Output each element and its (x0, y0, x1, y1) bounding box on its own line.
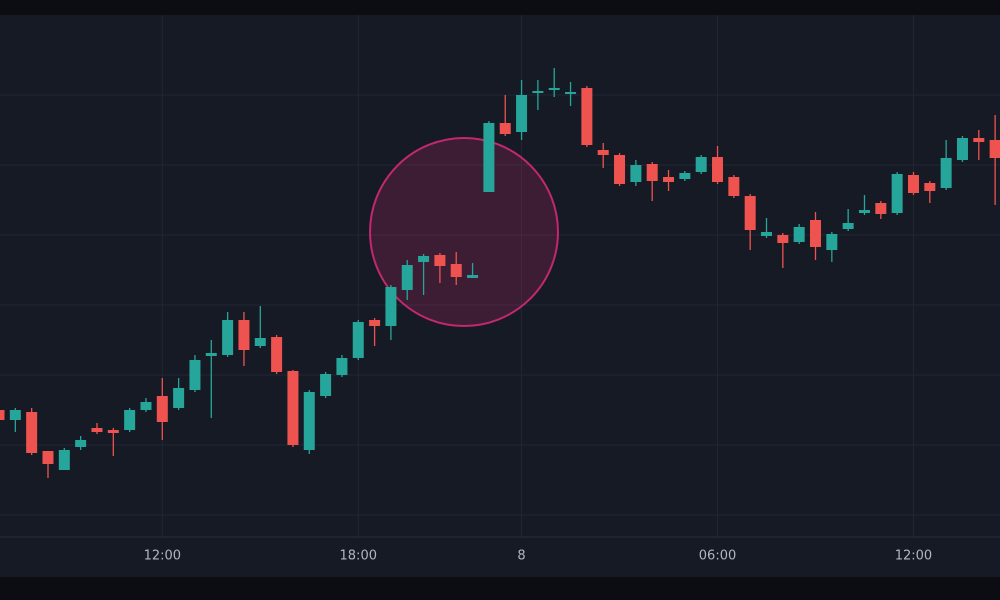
candle-body (9, 410, 21, 420)
highlight-circle (369, 137, 559, 327)
candle-body (646, 164, 658, 181)
candle-body (744, 196, 756, 230)
candle-body (777, 235, 789, 243)
candle-body (924, 183, 936, 191)
candle-body (303, 392, 315, 450)
candle-body (499, 123, 511, 134)
time-axis (0, 537, 1000, 577)
candle-body (793, 227, 805, 242)
candle-body (156, 396, 168, 422)
candle-body (58, 450, 70, 470)
candle-body (42, 451, 54, 464)
x-tick-label: 06:00 (699, 549, 736, 564)
candle-body (222, 320, 234, 355)
candle-body (173, 388, 185, 408)
candle-body (450, 264, 462, 277)
candle-body (418, 256, 430, 262)
candle-body (532, 91, 544, 93)
x-tick-label: 12:00 (144, 549, 181, 564)
candle-body (907, 175, 919, 193)
x-tick-label: 8 (517, 549, 525, 564)
candle-body (548, 88, 560, 90)
candle-body (434, 255, 446, 266)
candle-body (352, 322, 364, 358)
candle-body (467, 275, 479, 278)
candle-body (140, 402, 152, 410)
candle-body (369, 320, 381, 326)
plot-area (0, 15, 1000, 537)
candle-body (287, 371, 299, 445)
grid (0, 15, 1000, 537)
x-tick-label: 18:00 (340, 549, 377, 564)
candle-body (254, 338, 266, 346)
candle-body (712, 157, 724, 182)
candle-body (695, 157, 707, 172)
candle-body (124, 410, 136, 430)
candle-body (630, 165, 642, 182)
x-labels: 12:00 18:00 8 06:00 12:00 (144, 549, 933, 564)
candle-body (875, 203, 887, 214)
candle-body (0, 410, 5, 420)
candle-body (238, 320, 250, 350)
x-tick-label: 12:00 (895, 549, 932, 564)
candle-body (91, 428, 103, 432)
candle-body (401, 265, 413, 290)
candle-body (989, 140, 1000, 158)
candle-body (581, 88, 593, 145)
candles (0, 68, 1000, 478)
candle-body (663, 177, 675, 182)
candle-body (728, 177, 740, 196)
candle-body (107, 430, 119, 433)
candle-body (271, 337, 283, 372)
candle-body (75, 440, 87, 447)
candle-body (205, 353, 217, 356)
candle-body (614, 155, 626, 184)
candle-body (320, 374, 332, 396)
candle-body (516, 95, 528, 132)
candle-body (810, 220, 821, 247)
candle-body (956, 138, 968, 160)
candle-body (483, 123, 495, 192)
candle-body (940, 158, 952, 188)
candle-body (826, 234, 838, 250)
candle-body (189, 360, 201, 390)
candle-body (679, 173, 691, 179)
candle-body (891, 174, 903, 213)
candle-body (842, 223, 854, 229)
candle-body (385, 287, 397, 326)
candle-body (336, 358, 348, 375)
candle-body (565, 92, 577, 94)
candle-body (761, 232, 773, 236)
candle-body (973, 138, 985, 142)
candle-body (597, 150, 609, 155)
candle-body (26, 412, 38, 453)
candle-body (858, 210, 870, 213)
